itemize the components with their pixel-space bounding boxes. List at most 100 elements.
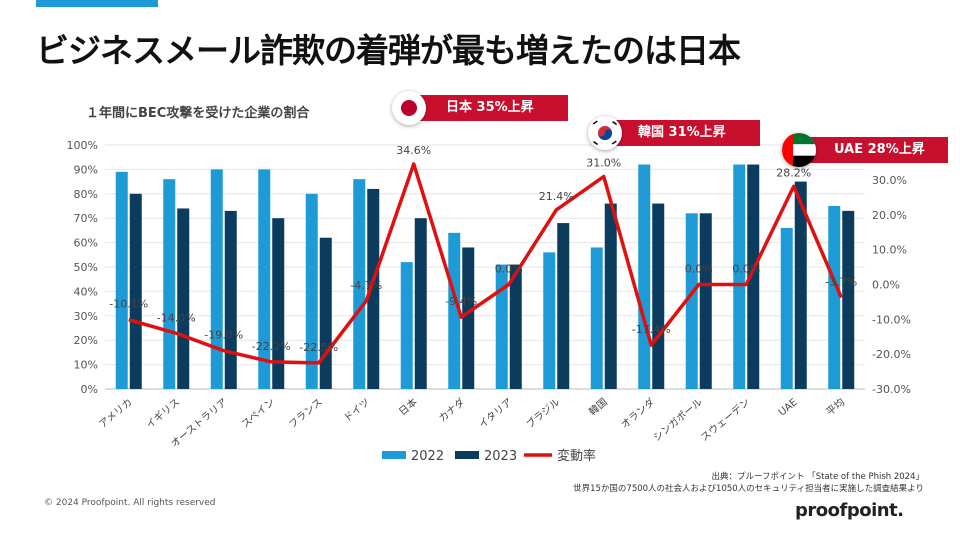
y-left-tick-label: 100% [67,139,98,152]
bar-2023 [509,264,522,389]
x-tick-label: ブラジル [523,395,562,431]
bar-2022 [448,232,461,389]
source-note: 出典：プルーフポイント 「State of the Phish 2024」 世界… [573,471,924,495]
legend-label-2023: 2023 [484,449,517,464]
x-tick-label: イギリス [144,396,182,431]
x-tick-label: シンガポール [651,396,705,444]
y-left-tick-label: 20% [74,334,98,347]
page-title: ビジネスメール詐欺の着弾が最も増えたのは日本 [36,31,741,70]
y-left-tick-label: 30% [74,310,98,323]
bar-2022 [828,206,841,389]
change-rate-label: 34.6% [396,144,431,157]
callout-japan: 日本 35%上昇 [420,95,568,121]
bar-2022 [495,264,508,389]
bar-2023 [224,210,237,389]
bar-2022 [590,247,603,389]
change-rate-label: -22.5% [299,341,338,354]
bar-2023 [367,188,380,389]
bar-2022 [685,213,698,389]
y-left-tick-label: 60% [74,237,98,250]
x-tick-label: スウェーデン [698,395,752,444]
change-rate-label: 0.0% [732,263,760,276]
change-rate-label: 21.4% [539,190,574,203]
y-left-tick-label: 80% [74,188,98,201]
bar-2023 [319,237,332,389]
y-left-tick-label: 50% [74,261,98,274]
x-tick-label: オランダ [618,395,657,431]
y-left-tick-label: 70% [74,212,98,225]
bar-2022 [115,171,128,389]
legend-label-change: 変動率 [557,448,596,464]
y-left-tick-label: 0% [81,383,98,396]
bar-2023 [462,247,475,389]
y-left-tick-label: 90% [74,163,98,176]
change-rate-label: -14.0% [157,311,196,324]
change-rate-label: 28.2% [776,166,811,179]
bar-2023 [747,164,760,389]
bar-2023 [177,208,190,389]
bar-2023 [842,210,855,389]
change-rate-label: -17.4% [632,323,671,336]
change-rate-label: -3.7% [825,275,857,288]
y-left-tick-label: 10% [74,359,98,372]
bar-2023 [604,203,617,389]
x-tick-label: UAE [777,397,800,419]
bar-2022 [353,179,366,389]
japan-flag-icon [392,91,426,125]
callout-korea-label: 韓国 31%上昇 [638,125,726,140]
source-line-1: 出典：プルーフポイント 「State of the Phish 2024」 [711,472,924,482]
x-tick-label: アメリカ [97,396,135,431]
legend-swatch-2023 [455,451,479,459]
change-rate-label: -4.7% [350,279,382,292]
bar-2023 [699,213,712,389]
bar-2023 [557,223,570,389]
change-rate-label: 0.0% [495,263,523,276]
y-right-tick-label: 20.0% [872,209,907,222]
bar-2022 [543,252,556,389]
bar-2023 [129,193,142,389]
bar-2022 [163,179,176,389]
x-tick-label: フランス [286,396,324,431]
bar-2022 [258,169,271,389]
bar-2022 [733,164,746,389]
legend-label-2022: 2022 [411,449,444,464]
y-right-tick-label: -10.0% [872,313,911,326]
bar-2022 [400,262,413,389]
y-right-tick-label: -20.0% [872,348,911,361]
x-tick-label: スペイン [240,397,277,431]
change-rate-label: -22.2% [252,340,291,353]
bar-2022 [780,227,793,389]
callout-uae-label: UAE 28%上昇 [834,142,925,157]
accent-bar [36,0,158,7]
change-rate-label: -19.0% [204,329,243,342]
y-right-tick-label: 10.0% [872,244,907,257]
chart-subtitle: １年間にBEC攻撃を受けた企業の割合 [86,106,310,121]
y-left-tick-label: 40% [74,285,98,298]
proofpoint-logo: proofpoint. [795,500,904,521]
change-rate-label: 0.0% [685,263,713,276]
korea-flag-icon [588,116,622,150]
callout-uae: UAE 28%上昇 [808,137,948,163]
bar-2023 [272,218,285,389]
x-tick-label: 平均 [824,396,847,418]
change-rate-label: -10.1% [109,298,148,311]
legend-swatch-2022 [382,451,406,459]
change-rate-line [128,162,843,365]
change-rate-label: 31.0% [586,157,621,170]
y-right-tick-label: 30.0% [872,174,907,187]
x-tick-label: イタリア [477,396,515,431]
callout-japan-label: 日本 35%上昇 [446,100,534,115]
change-rate-label: -9.4% [445,295,477,308]
bar-2023 [652,203,665,389]
x-tick-label: 日本 [396,395,420,418]
x-tick-label: ドイツ [342,397,372,425]
y-right-tick-label: 0.0% [872,279,900,292]
x-tick-label: カナダ [436,395,467,424]
bar-2023 [794,181,807,389]
bar-2022 [638,164,651,389]
bar-2022 [210,169,223,389]
source-line-2: 世界15か国の7500人の社会人および1050人のセキュリティ担当者に実施した調… [573,484,924,494]
callout-korea: 韓国 31%上昇 [612,120,760,146]
bar-2022 [305,193,318,389]
